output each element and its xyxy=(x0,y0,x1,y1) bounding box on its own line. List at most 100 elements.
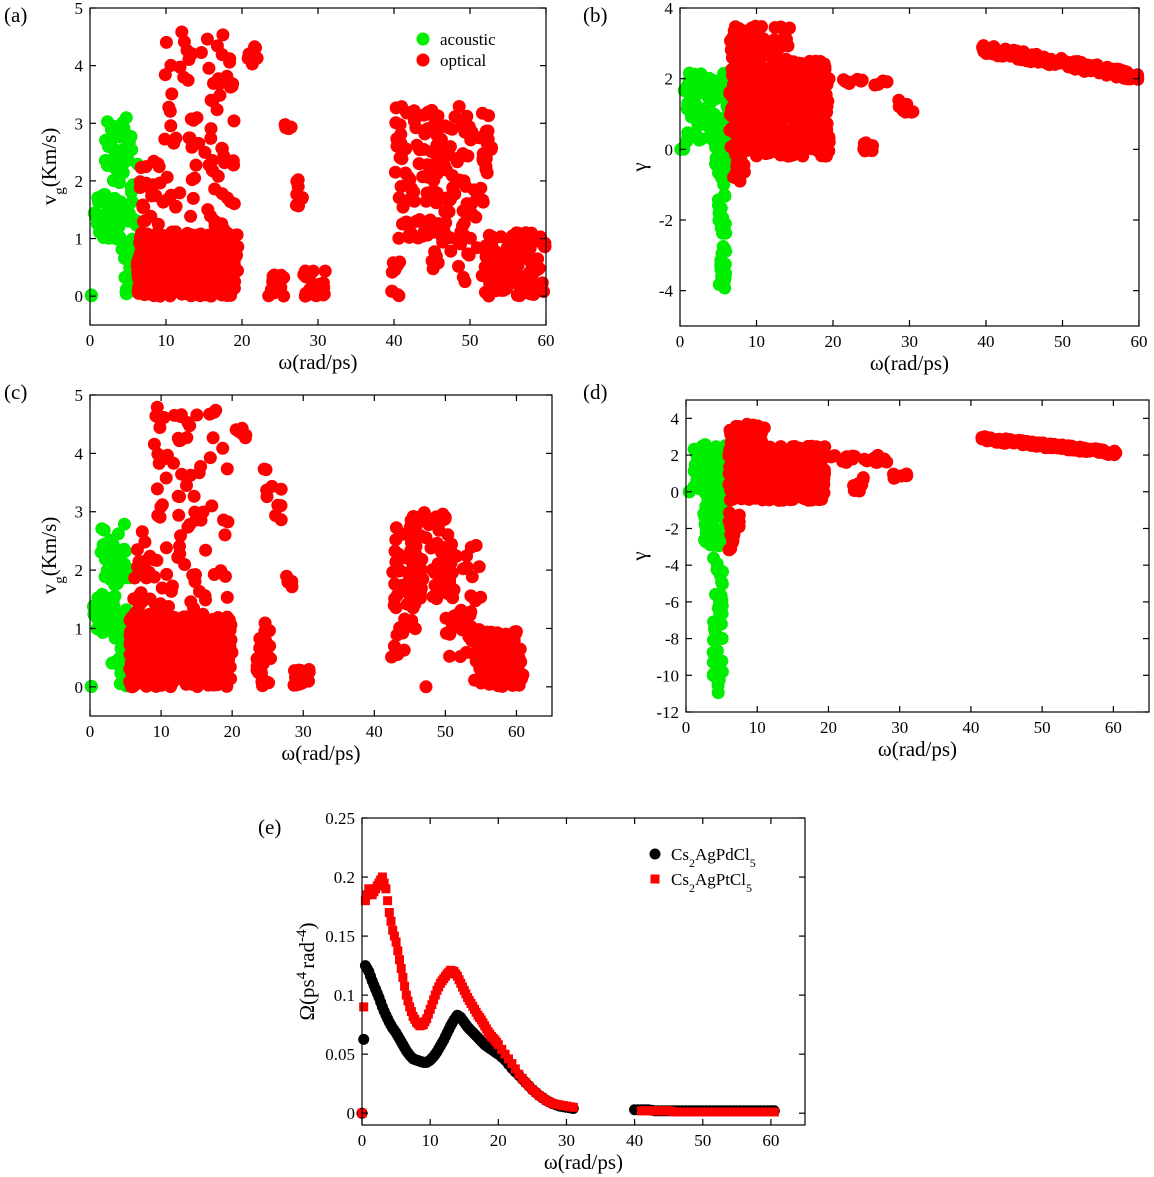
optical-point xyxy=(128,571,142,585)
optical-point xyxy=(260,490,274,504)
optical-point xyxy=(209,403,223,417)
x-tick-label: 10 xyxy=(748,332,765,351)
optical-point xyxy=(824,450,838,464)
optical-point xyxy=(285,580,299,594)
optical-point xyxy=(171,261,185,275)
x-tick-label: 40 xyxy=(626,1131,643,1150)
optical-point xyxy=(228,275,242,288)
optical-point xyxy=(167,610,181,624)
acoustic-point xyxy=(711,686,725,700)
acoustic-point xyxy=(96,624,110,638)
optical-point xyxy=(741,449,755,463)
optical-point xyxy=(432,567,446,581)
optical-point xyxy=(490,638,503,652)
optical-point xyxy=(189,158,203,172)
acoustic-point xyxy=(699,499,713,513)
optical-point xyxy=(978,431,992,445)
y-tick-label: 0.2 xyxy=(334,868,355,887)
optical-point xyxy=(518,286,532,300)
optical-point xyxy=(1091,62,1105,76)
optical-point xyxy=(791,486,805,500)
optical-point xyxy=(472,131,486,145)
x-tick-label: 40 xyxy=(978,332,995,351)
optical-point xyxy=(247,44,261,58)
Cs2AgPtCl5-point xyxy=(544,1097,554,1107)
y-tick-label: 2 xyxy=(665,70,674,89)
x-tick-label: 40 xyxy=(962,718,979,737)
optical-point xyxy=(820,99,834,113)
optical-point xyxy=(219,638,233,652)
optical-point xyxy=(775,473,789,486)
optical-point xyxy=(813,108,827,122)
x-tick-label: 60 xyxy=(1131,332,1148,351)
y-tick-label: 4 xyxy=(75,57,84,76)
optical-point xyxy=(728,94,742,108)
Cs2AgPtCl5-point xyxy=(471,1007,481,1017)
optical-point xyxy=(754,38,767,52)
optical-point xyxy=(160,170,174,184)
Cs2AgPtCl5-point xyxy=(461,989,471,999)
optical-point xyxy=(532,280,546,294)
optical-point xyxy=(127,663,141,677)
optical-point xyxy=(465,207,479,221)
y-tick-label: 0 xyxy=(347,1104,356,1123)
optical-point xyxy=(215,141,229,155)
optical-point xyxy=(152,160,166,174)
optical-point xyxy=(479,628,493,642)
optical-point xyxy=(199,593,212,607)
optical-point xyxy=(127,651,141,664)
Cs2AgPtCl5-point xyxy=(504,1054,513,1064)
legend-label: optical xyxy=(440,51,487,70)
Cs2AgPtCl5-point xyxy=(400,981,410,991)
acoustic-point xyxy=(717,178,731,191)
optical-point xyxy=(483,276,497,290)
optical-point xyxy=(406,601,420,615)
optical-point xyxy=(783,21,796,35)
acoustic-point xyxy=(700,118,714,132)
optical-point xyxy=(185,251,199,265)
optical-point xyxy=(201,619,215,633)
acoustic-point xyxy=(108,631,122,645)
optical-point xyxy=(163,286,177,300)
optical-point xyxy=(752,450,766,464)
optical-point xyxy=(175,648,189,662)
Cs2AgPtCl5-point xyxy=(403,996,413,1006)
Cs2AgPtCl5-point xyxy=(531,1088,541,1097)
optical-point xyxy=(198,641,212,655)
optical-point xyxy=(880,455,894,469)
optical-point xyxy=(413,143,427,157)
optical-point xyxy=(136,258,150,272)
optical-point xyxy=(460,109,474,123)
Cs2AgPdCl5-point xyxy=(375,996,387,1008)
x-tick-label: 50 xyxy=(462,331,479,350)
optical-point xyxy=(153,421,167,434)
panel-e: (e)0 10 20 30 40 50 6000.050.10.150.20.25ω(rad… xyxy=(258,809,806,1174)
x-axis-label: ω(rad/ps) xyxy=(281,741,360,765)
optical-point xyxy=(427,157,441,171)
optical-point xyxy=(508,675,522,689)
Cs2AgPtCl5-point xyxy=(654,1106,663,1116)
x-axis-label: ω(rad/ps) xyxy=(878,737,957,761)
Cs2AgPtCl5-point xyxy=(401,990,411,1000)
optical-point xyxy=(748,60,761,74)
optical-point xyxy=(462,120,476,134)
optical-point xyxy=(432,137,446,150)
optical-point xyxy=(1062,60,1075,74)
optical-point xyxy=(439,542,453,556)
x-tick-label: 20 xyxy=(490,1131,507,1150)
optical-point xyxy=(161,192,175,206)
x-tick-label: 50 xyxy=(1034,718,1051,737)
optical-point xyxy=(207,568,221,581)
acoustic-point xyxy=(108,606,122,620)
optical-point xyxy=(210,103,224,117)
Cs2AgPtCl5-point xyxy=(451,969,461,979)
Cs2AgPtCl5-point xyxy=(406,1007,416,1017)
data-marks xyxy=(674,19,1145,295)
Cs2AgPtCl5-point xyxy=(427,1000,437,1010)
x-tick-label: 30 xyxy=(901,332,918,351)
Cs2AgPtCl5-point xyxy=(393,946,403,956)
acoustic-point xyxy=(112,122,126,135)
optical-point xyxy=(809,120,823,134)
optical-point xyxy=(811,491,825,505)
